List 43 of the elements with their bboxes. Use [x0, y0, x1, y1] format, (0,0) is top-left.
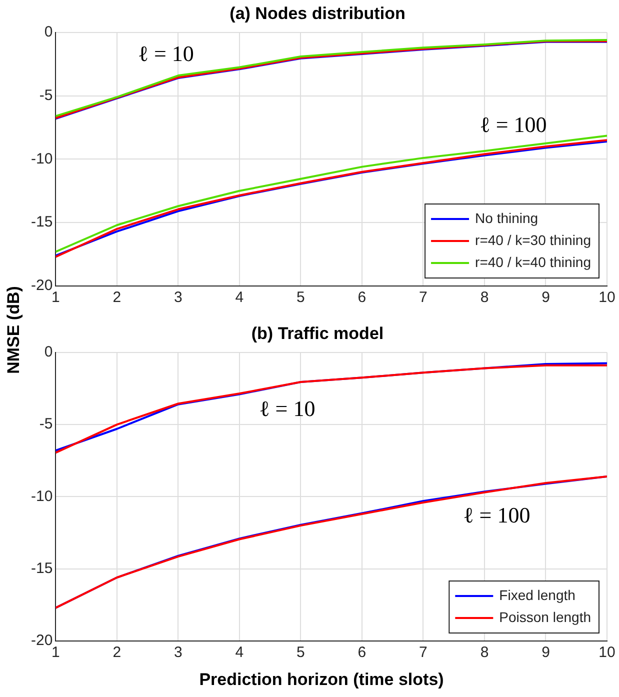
y-tick-label: -5: [39, 86, 53, 104]
x-tick-label: 4: [235, 289, 244, 306]
chart-title: (a) Nodes distribution: [230, 4, 406, 23]
x-tick-label: 9: [542, 644, 550, 662]
y-axis-title: NMSE (dB): [4, 286, 24, 374]
y-tick-label: -15: [30, 214, 53, 231]
y-tick-label: -10: [30, 150, 53, 168]
y-tick-label: -20: [30, 277, 53, 294]
x-axis-title: Prediction horizon (time slots): [198, 670, 445, 690]
x-tick-label: 5: [296, 644, 305, 662]
legend-label: r=40 / k=30 thining: [475, 232, 592, 248]
y-tick-label: 0: [44, 344, 53, 361]
annotation: ℓ = 100: [463, 502, 530, 528]
x-tick-label: 5: [296, 289, 305, 306]
x-tick-label: 1: [52, 289, 60, 306]
x-tick-label: 9: [542, 289, 550, 306]
y-tick-label: -20: [30, 632, 53, 650]
legend-label: No thining: [475, 210, 538, 226]
y-tick-label: -10: [30, 488, 53, 505]
x-tick-label: 7: [419, 644, 428, 662]
x-tick-label: 10: [598, 289, 616, 306]
annotation: ℓ = 10: [259, 396, 316, 421]
x-tick-label: 6: [358, 289, 366, 306]
x-tick-label: 3: [174, 289, 182, 306]
x-tick-label: 7: [419, 289, 428, 306]
x-tick-label: 6: [358, 644, 366, 662]
x-tick-label: 4: [235, 644, 244, 662]
annotation: ℓ = 10: [138, 41, 194, 66]
y-tick-label: -5: [39, 416, 53, 433]
x-tick-label: 3: [174, 644, 182, 662]
x-tick-label: 8: [480, 644, 489, 662]
x-tick-label: 8: [480, 289, 489, 306]
y-tick-label: -15: [30, 560, 53, 577]
annotation: ℓ = 100: [480, 112, 547, 138]
legend-label: r=40 / k=40 thining: [475, 254, 592, 270]
legend-label: Poisson length: [499, 608, 592, 625]
x-tick-label: 2: [112, 289, 122, 306]
legend-label: Fixed length: [499, 586, 576, 603]
chart-title: (b) Traffic model: [251, 324, 384, 343]
x-tick-label: 1: [52, 644, 60, 662]
y-tick-label: 0: [44, 24, 53, 41]
x-tick-label: 2: [112, 644, 122, 662]
x-tick-label: 10: [598, 644, 616, 662]
